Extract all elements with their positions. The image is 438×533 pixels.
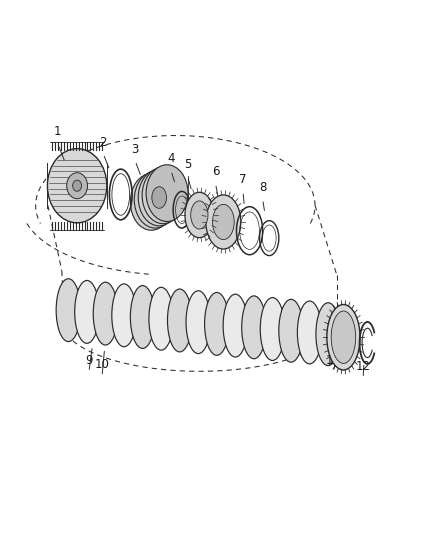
Ellipse shape [206,195,241,249]
Ellipse shape [93,282,118,345]
Ellipse shape [223,294,247,357]
Text: 11: 11 [326,354,341,367]
Ellipse shape [205,293,229,356]
Text: 8: 8 [259,181,266,194]
Text: 7: 7 [239,173,247,186]
Ellipse shape [279,300,303,362]
Text: 5: 5 [184,158,191,171]
Ellipse shape [73,180,81,191]
Text: 1: 1 [54,125,61,138]
Ellipse shape [134,171,176,228]
Text: 6: 6 [212,165,219,179]
Ellipse shape [185,192,214,238]
Ellipse shape [75,280,99,343]
Ellipse shape [297,301,322,364]
Text: 12: 12 [356,360,371,373]
Ellipse shape [131,286,155,349]
Text: 9: 9 [85,354,93,367]
Ellipse shape [152,187,166,208]
Ellipse shape [186,290,211,353]
Text: 10: 10 [95,358,110,372]
Text: 2: 2 [99,135,107,149]
Ellipse shape [167,289,192,352]
Ellipse shape [146,165,188,222]
Ellipse shape [56,279,81,342]
Ellipse shape [327,304,360,370]
Ellipse shape [47,149,107,223]
Ellipse shape [260,297,285,360]
Ellipse shape [138,169,180,226]
Ellipse shape [331,311,356,364]
Ellipse shape [149,287,173,350]
Ellipse shape [67,173,88,199]
Text: 4: 4 [167,152,175,165]
Ellipse shape [242,296,266,359]
Ellipse shape [131,174,172,230]
Ellipse shape [316,303,340,366]
Ellipse shape [142,167,184,224]
Text: 3: 3 [131,143,139,156]
Ellipse shape [191,201,208,229]
Ellipse shape [212,204,234,239]
Ellipse shape [112,284,136,347]
